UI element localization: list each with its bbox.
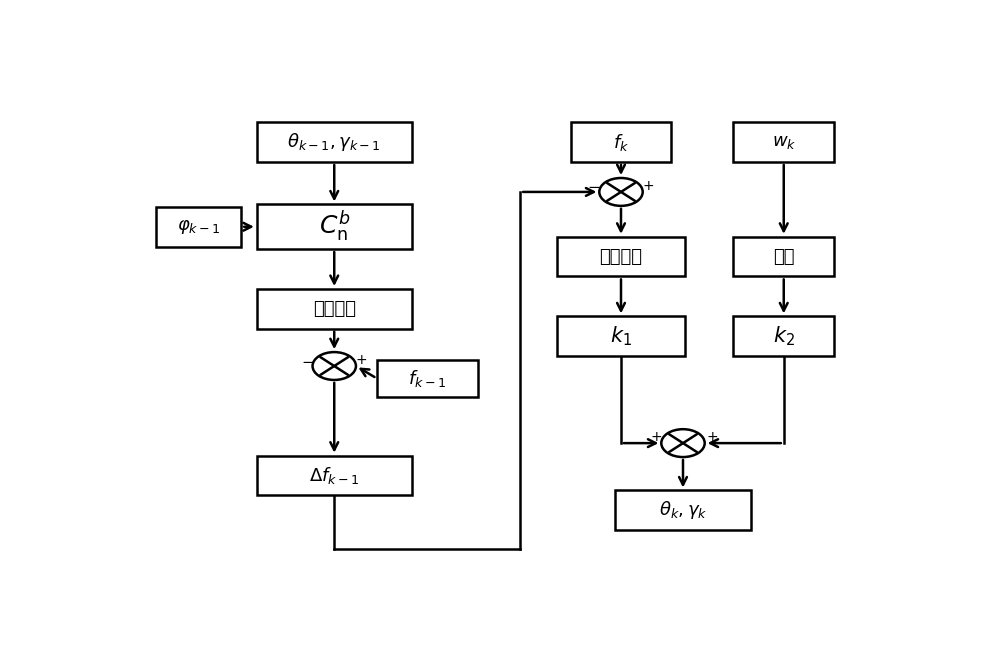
Text: $f_{k-1}$: $f_{k-1}$ <box>408 368 446 389</box>
Text: $\theta_{k-1}, \gamma_{k-1}$: $\theta_{k-1}, \gamma_{k-1}$ <box>287 131 381 153</box>
Text: $\Delta f_{k-1}$: $\Delta f_{k-1}$ <box>309 465 359 486</box>
Text: $k_1$: $k_1$ <box>610 324 632 348</box>
Text: $w_k$: $w_k$ <box>772 133 796 151</box>
FancyBboxPatch shape <box>257 204 412 249</box>
FancyBboxPatch shape <box>615 490 751 530</box>
Text: $+$: $+$ <box>355 353 367 367</box>
Text: $f_k$: $f_k$ <box>613 132 629 152</box>
FancyBboxPatch shape <box>557 236 685 276</box>
Text: $k_2$: $k_2$ <box>773 324 795 348</box>
FancyBboxPatch shape <box>733 236 834 276</box>
Text: $C_{\mathrm{n}}^{b}$: $C_{\mathrm{n}}^{b}$ <box>319 209 350 244</box>
FancyBboxPatch shape <box>257 289 412 329</box>
FancyBboxPatch shape <box>571 122 671 162</box>
Text: $-$: $-$ <box>587 178 600 193</box>
Text: 姿态解算: 姿态解算 <box>600 247 642 266</box>
FancyBboxPatch shape <box>377 360 478 397</box>
FancyBboxPatch shape <box>257 455 412 495</box>
FancyBboxPatch shape <box>557 317 685 356</box>
Text: $+$: $+$ <box>642 179 654 193</box>
FancyBboxPatch shape <box>156 207 241 247</box>
FancyBboxPatch shape <box>733 122 834 162</box>
FancyBboxPatch shape <box>733 317 834 356</box>
Text: $\varphi_{k-1}$: $\varphi_{k-1}$ <box>177 218 220 236</box>
Text: $\theta_k, \gamma_k$: $\theta_k, \gamma_k$ <box>659 499 707 521</box>
FancyBboxPatch shape <box>257 122 412 162</box>
Text: $+$: $+$ <box>706 430 719 444</box>
Text: $-$: $-$ <box>301 353 314 368</box>
Text: 重力矢量: 重力矢量 <box>313 300 356 318</box>
Text: $+$: $+$ <box>650 430 662 444</box>
Text: 积分: 积分 <box>773 247 794 266</box>
